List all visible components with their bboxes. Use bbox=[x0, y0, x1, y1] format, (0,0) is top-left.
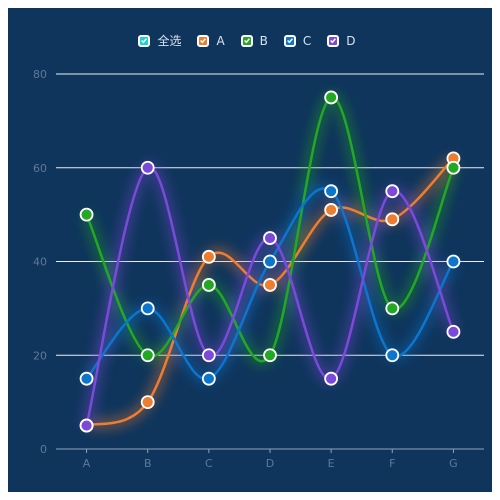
series-glow-d bbox=[81, 162, 459, 427]
data-point-c[interactable] bbox=[201, 371, 216, 386]
data-point-b[interactable] bbox=[79, 207, 94, 222]
x-tick-label: C bbox=[205, 457, 213, 470]
data-point-d[interactable] bbox=[263, 231, 277, 245]
data-point-c[interactable] bbox=[79, 371, 94, 386]
legend-label-b: B bbox=[259, 33, 268, 48]
x-tick-label: F bbox=[389, 457, 395, 470]
data-point-b[interactable] bbox=[385, 301, 400, 316]
x-tick-label: G bbox=[449, 457, 458, 470]
data-point-d[interactable] bbox=[140, 160, 155, 175]
data-point-d[interactable] bbox=[79, 418, 94, 433]
data-point-d[interactable] bbox=[446, 324, 461, 339]
checkbox-icon bbox=[327, 34, 340, 47]
x-tick-label: B bbox=[144, 457, 152, 470]
y-tick-label: 0 bbox=[40, 443, 47, 456]
legend-label-select-all: 全选 bbox=[157, 34, 182, 48]
y-tick-label: 40 bbox=[33, 256, 47, 269]
data-point-d[interactable] bbox=[385, 184, 400, 199]
series-glow-b bbox=[81, 92, 459, 367]
data-point-b[interactable] bbox=[201, 278, 216, 292]
legend-item-a[interactable]: A bbox=[197, 34, 230, 48]
x-tick-label: A bbox=[83, 457, 91, 470]
legend-label-d: D bbox=[346, 33, 356, 48]
data-point-d[interactable] bbox=[201, 348, 216, 363]
series-line-b bbox=[85, 96, 455, 363]
checkbox-icon bbox=[240, 34, 253, 47]
data-point-b[interactable] bbox=[263, 348, 277, 363]
legend-label-c: C bbox=[302, 33, 312, 48]
series-line-d bbox=[85, 166, 455, 426]
data-point-a[interactable] bbox=[201, 249, 216, 264]
legend-label-a: A bbox=[216, 33, 225, 48]
data-point-c[interactable] bbox=[324, 184, 339, 199]
data-point-a[interactable] bbox=[324, 203, 339, 217]
y-tick-label: 80 bbox=[33, 68, 47, 81]
data-point-c[interactable] bbox=[263, 254, 277, 269]
checkbox-icon bbox=[197, 34, 210, 47]
data-point-a[interactable] bbox=[263, 278, 277, 292]
data-point-c[interactable] bbox=[385, 348, 400, 363]
x-tick-label: D bbox=[266, 457, 274, 470]
data-point-a[interactable] bbox=[385, 212, 400, 227]
checkbox-icon bbox=[283, 34, 296, 47]
series-points bbox=[79, 90, 461, 433]
legend-item-b[interactable]: B bbox=[240, 33, 274, 48]
data-point-b[interactable] bbox=[324, 90, 339, 105]
data-point-c[interactable] bbox=[446, 254, 461, 269]
data-point-d[interactable] bbox=[324, 371, 339, 386]
y-tick-label: 60 bbox=[33, 162, 47, 175]
x-tick-label: E bbox=[328, 457, 335, 470]
data-point-a[interactable] bbox=[140, 395, 155, 410]
data-point-b[interactable] bbox=[140, 348, 155, 363]
data-point-c[interactable] bbox=[140, 301, 155, 316]
chart-legend: 全选 A B C D bbox=[8, 32, 492, 49]
legend-item-c[interactable]: C bbox=[283, 33, 317, 48]
legend-item-d[interactable]: D bbox=[327, 34, 361, 48]
legend-item-select-all[interactable]: 全选 bbox=[138, 32, 187, 49]
data-point-b[interactable] bbox=[446, 160, 461, 175]
checkbox-icon bbox=[138, 34, 151, 47]
y-tick-label: 20 bbox=[33, 349, 47, 362]
y-axis-ticks: 0 20 40 60 80 bbox=[33, 68, 47, 456]
x-axis-ticks: A B C D E F G bbox=[83, 449, 458, 470]
